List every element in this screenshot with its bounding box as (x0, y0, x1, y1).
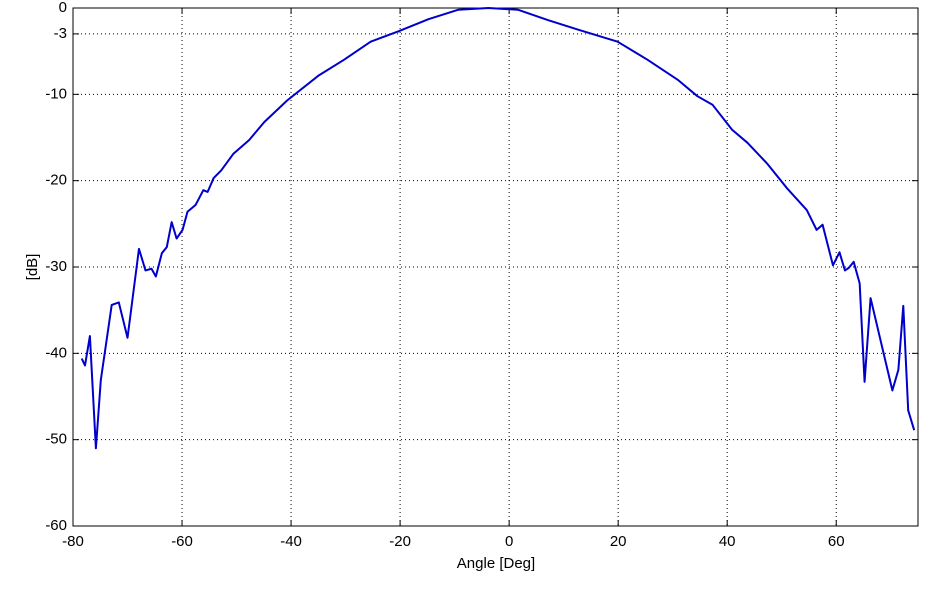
y-tick-label: -3 (54, 25, 67, 42)
data-line (80, 7, 916, 450)
y-tick-label: 0 (59, 0, 67, 16)
y-tick-label: -20 (45, 172, 67, 189)
x-tick-label: -80 (62, 533, 84, 550)
y-tick-label: -30 (45, 258, 67, 275)
x-axis-label: Angle [Deg] (457, 555, 535, 572)
x-tick-label: -60 (171, 533, 193, 550)
x-tick-label: 0 (505, 533, 513, 550)
y-tick-label: -10 (45, 85, 67, 102)
y-tick-label: -50 (45, 431, 67, 448)
x-tick-label: 20 (610, 533, 627, 550)
x-tick-label: -40 (280, 533, 302, 550)
x-tick-label: -20 (389, 533, 411, 550)
y-axis-label: [dB] (24, 254, 41, 281)
y-tick-label: -40 (45, 344, 67, 361)
y-tick-label: -60 (45, 517, 67, 534)
x-tick-label: 60 (828, 533, 845, 550)
x-tick-label: 40 (719, 533, 736, 550)
plot-frame (72, 7, 919, 527)
